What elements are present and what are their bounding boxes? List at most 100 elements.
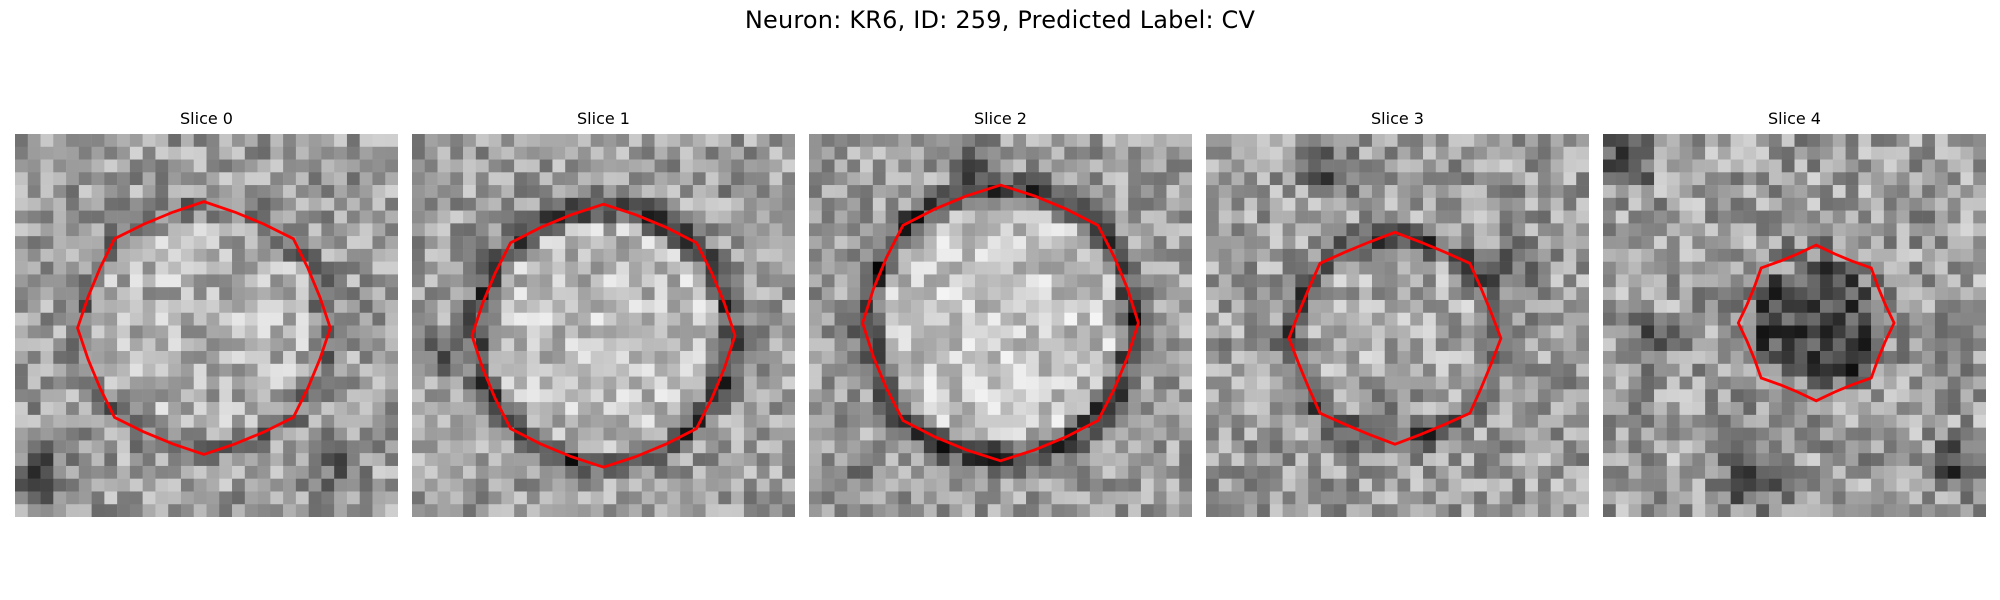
image-pixel <box>1705 453 1719 467</box>
image-pixel <box>53 414 67 428</box>
image-pixel <box>1641 453 1655 467</box>
image-pixel <box>1717 146 1731 160</box>
image-pixel <box>1628 351 1642 365</box>
image-pixel <box>1947 376 1961 390</box>
image-pixel <box>1435 299 1449 313</box>
image-pixel <box>1448 146 1462 160</box>
image-pixel <box>1218 351 1232 365</box>
image-pixel <box>1563 146 1577 160</box>
image-pixel <box>1359 210 1373 224</box>
image-pixel <box>142 351 156 365</box>
image-pixel <box>488 134 502 148</box>
image-pixel <box>911 134 925 148</box>
image-pixel <box>1705 146 1719 160</box>
image-pixel <box>1820 453 1834 467</box>
image-pixel <box>1435 146 1449 160</box>
image-pixel <box>847 440 861 454</box>
image-pixel <box>27 491 41 505</box>
image-pixel <box>654 351 668 365</box>
image-pixel <box>1845 146 1859 160</box>
image-pixel <box>821 414 835 428</box>
image-pixel <box>1397 261 1411 275</box>
image-pixel <box>244 491 258 505</box>
image-pixel <box>40 248 54 262</box>
image-pixel <box>629 134 643 148</box>
image-pixel <box>40 223 54 237</box>
image-pixel <box>475 274 489 288</box>
image-pixel <box>1448 376 1462 390</box>
image-pixel <box>1026 287 1040 301</box>
image-pixel <box>756 287 770 301</box>
image-pixel <box>705 210 719 224</box>
image-pixel <box>718 427 732 441</box>
image-pixel <box>450 172 464 186</box>
image-pixel <box>463 172 477 186</box>
image-pixel <box>1166 248 1180 262</box>
image-pixel <box>1512 287 1526 301</box>
image-pixel <box>590 389 604 403</box>
image-pixel <box>1486 491 1500 505</box>
image-pixel <box>1244 414 1258 428</box>
image-pixel <box>565 338 579 352</box>
image-pixel <box>501 389 515 403</box>
image-pixel <box>692 465 706 479</box>
image-pixel <box>1858 287 1872 301</box>
image-pixel <box>475 491 489 505</box>
image-pixel <box>66 363 80 377</box>
image-pixel <box>1397 287 1411 301</box>
image-pixel <box>898 274 912 288</box>
image-pixel <box>450 274 464 288</box>
image-pixel <box>232 146 246 160</box>
image-pixel <box>1410 197 1424 211</box>
image-pixel <box>1641 312 1655 326</box>
image-pixel <box>1026 465 1040 479</box>
slice-title: Slice 4 <box>1768 109 1821 128</box>
image-pixel <box>962 376 976 390</box>
image-pixel <box>1576 287 1589 301</box>
image-pixel <box>1359 402 1373 416</box>
image-pixel <box>1654 172 1668 186</box>
image-pixel <box>552 236 566 250</box>
image-pixel <box>1333 185 1347 199</box>
image-pixel <box>1525 197 1539 211</box>
image-pixel <box>577 197 591 211</box>
image-pixel <box>769 261 783 275</box>
image-pixel <box>1051 287 1065 301</box>
image-pixel <box>1756 210 1770 224</box>
image-pixel <box>219 389 233 403</box>
image-pixel <box>168 465 182 479</box>
image-pixel <box>1666 223 1680 237</box>
image-pixel <box>743 172 757 186</box>
image-pixel <box>526 351 540 365</box>
image-pixel <box>1166 504 1180 517</box>
image-pixel <box>1896 197 1910 211</box>
image-pixel <box>834 210 848 224</box>
image-pixel <box>654 159 668 173</box>
image-pixel <box>334 478 348 492</box>
image-pixel <box>962 491 976 505</box>
image-pixel <box>962 427 976 441</box>
image-pixel <box>847 376 861 390</box>
image-pixel <box>1730 134 1744 148</box>
image-pixel <box>475 389 489 403</box>
image-pixel <box>860 414 874 428</box>
image-pixel <box>1973 248 1986 262</box>
image-pixel <box>1973 159 1986 173</box>
image-pixel <box>705 453 719 467</box>
image-pixel <box>1679 453 1693 467</box>
image-pixel <box>1537 338 1551 352</box>
image-pixel <box>1346 210 1360 224</box>
image-pixel <box>743 465 757 479</box>
image-pixel <box>1845 287 1859 301</box>
image-pixel <box>1717 172 1731 186</box>
image-pixel <box>1525 159 1539 173</box>
image-pixel <box>1550 427 1564 441</box>
image-pixel <box>769 312 783 326</box>
image-pixel <box>168 491 182 505</box>
image-pixel <box>834 478 848 492</box>
image-pixel <box>1550 197 1564 211</box>
image-pixel <box>1206 414 1220 428</box>
image-pixel <box>629 236 643 250</box>
image-pixel <box>1692 197 1706 211</box>
image-pixel <box>437 248 451 262</box>
